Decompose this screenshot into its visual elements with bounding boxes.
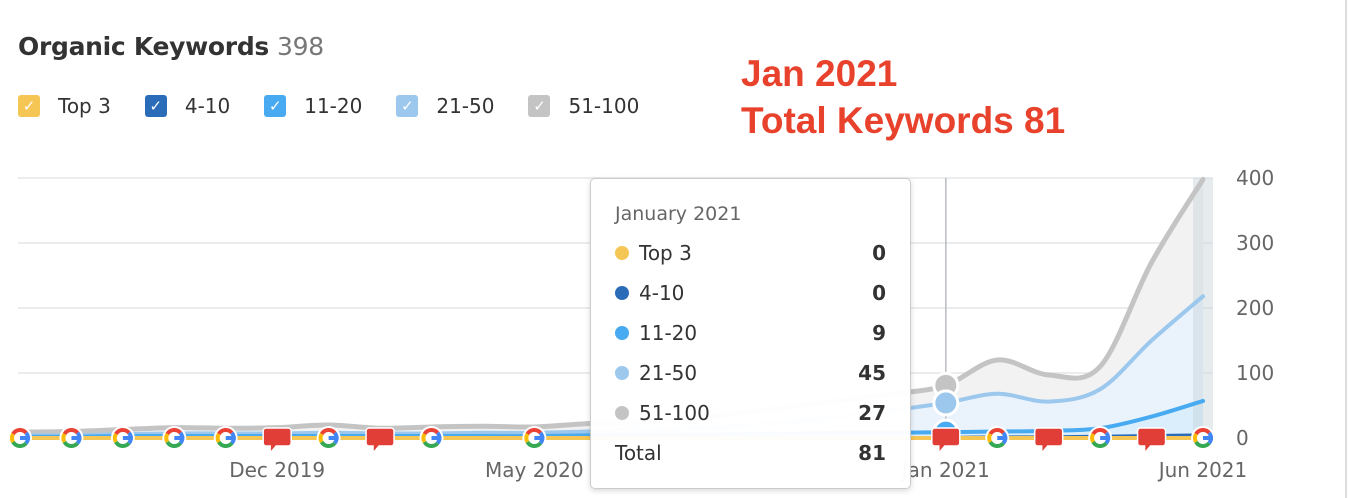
x-tick-label: Dec 2019 <box>229 458 325 482</box>
legend-51-100[interactable]: ✓ 51-100 <box>528 94 639 118</box>
hover-band <box>1193 178 1213 438</box>
tooltip-label: 4-10 <box>639 281 685 305</box>
google-icon <box>11 440 28 448</box>
google-icon <box>112 433 118 443</box>
tooltip-value: 9 <box>872 321 886 345</box>
google-icon <box>319 428 337 436</box>
google-icon <box>164 433 170 443</box>
legend-label: 51-100 <box>568 94 640 118</box>
google-icon <box>217 428 234 436</box>
tooltip-total-row: Total 81 <box>615 433 886 473</box>
google-icon <box>62 428 80 436</box>
panel-border <box>1345 0 1347 498</box>
annotation-line2: Total Keywords 81 <box>741 100 1066 141</box>
y-tick-label: 200 <box>1236 296 1274 320</box>
tooltip-value: 27 <box>858 401 886 425</box>
tooltip-label: 11-20 <box>639 321 698 345</box>
y-tick-label: 400 <box>1236 166 1274 190</box>
legend: ✓ Top 3 ✓ 4-10 ✓ 11-20 ✓ 21-50 ✓ 51-100 <box>18 94 673 118</box>
google-icon <box>524 433 530 443</box>
tooltip-label: 21-50 <box>639 361 698 385</box>
area-11-20 <box>20 400 1203 438</box>
legend-11-20[interactable]: ✓ 11-20 <box>264 94 362 118</box>
google-icon <box>114 428 131 436</box>
tooltip-total-value: 81 <box>858 441 886 465</box>
tooltip-row: 21-50 45 <box>615 353 886 393</box>
google-icon <box>1090 433 1096 443</box>
area-21-50 <box>20 296 1203 438</box>
checkbox-icon[interactable]: ✓ <box>396 95 419 117</box>
tooltip-row: 51-100 27 <box>615 393 886 433</box>
google-icon <box>1194 428 1211 436</box>
note-icon <box>365 427 395 456</box>
google-icon <box>421 433 427 443</box>
note-icon <box>931 427 961 456</box>
legend-label: 11-20 <box>304 94 363 118</box>
google-icon <box>987 433 993 443</box>
google-icon <box>10 433 15 443</box>
y-tick-label: 100 <box>1236 361 1274 385</box>
google-icon <box>525 428 543 436</box>
tooltip-value: 0 <box>872 281 886 305</box>
checkbox-icon[interactable]: ✓ <box>264 95 287 117</box>
legend-top3[interactable]: ✓ Top 3 <box>18 94 111 118</box>
tooltip-total-label: Total <box>615 441 662 465</box>
legend-4-10[interactable]: ✓ 4-10 <box>144 94 231 118</box>
google-icon <box>1194 440 1211 448</box>
google-icon <box>62 440 80 448</box>
keyword-count: 398 <box>277 32 324 61</box>
legend-label: Top 3 <box>58 94 111 118</box>
checkbox-icon[interactable]: ✓ <box>18 95 40 117</box>
page-title: Organic Keywords 398 <box>18 32 324 61</box>
google-icon <box>165 428 182 436</box>
title-text: Organic Keywords <box>18 32 269 61</box>
dot-icon <box>615 326 629 340</box>
tooltip-row: 4-10 0 <box>615 273 886 313</box>
tooltip: January 2021 Top 3 0 4-10 0 11-20 9 21-50 45… <box>590 178 911 489</box>
legend-21-50[interactable]: ✓ 21-50 <box>396 94 494 118</box>
dot-icon <box>615 406 629 420</box>
google-icon <box>165 440 182 448</box>
tooltip-value: 45 <box>858 361 886 385</box>
dot-icon <box>615 246 629 260</box>
google-icon <box>215 433 221 443</box>
tooltip-label: Top 3 <box>639 241 692 265</box>
google-icon <box>422 428 440 436</box>
google-icon <box>318 433 324 443</box>
legend-label: 21-50 <box>436 94 495 118</box>
google-icon <box>217 440 234 448</box>
note-icon <box>262 427 292 456</box>
legend-label: 4-10 <box>184 94 231 118</box>
google-icon <box>1193 433 1198 443</box>
dot-icon <box>615 286 629 300</box>
annotation-text: Jan 2021 Total Keywords 81 <box>741 50 1065 144</box>
google-icon <box>61 433 67 443</box>
tooltip-row: 11-20 9 <box>615 313 886 353</box>
x-tick-label: Jun 2021 <box>1157 458 1248 482</box>
x-tick-label: Jan 2021 <box>900 458 990 482</box>
google-icon <box>988 440 1005 448</box>
google-icon <box>525 440 543 448</box>
google-icon <box>114 440 131 448</box>
annotation-line1: Jan 2021 <box>741 53 898 94</box>
note-icon <box>1136 427 1167 456</box>
dot-icon <box>615 366 629 380</box>
tooltip-value: 0 <box>872 241 886 265</box>
google-icon <box>11 428 28 436</box>
google-icon <box>988 428 1005 436</box>
google-icon <box>1091 440 1108 448</box>
x-tick-label: May 2020 <box>485 458 584 482</box>
tooltip-month: January 2021 <box>615 203 742 225</box>
tooltip-row: Top 3 0 <box>615 233 886 273</box>
google-icon <box>422 440 440 448</box>
y-tick-label: 300 <box>1236 231 1274 255</box>
google-icon <box>1091 428 1108 436</box>
google-icon <box>319 440 337 448</box>
tooltip-label: 51-100 <box>639 401 710 425</box>
note-icon <box>1033 427 1064 456</box>
checkbox-icon[interactable]: ✓ <box>144 95 167 117</box>
y-tick-label: 0 <box>1236 426 1249 450</box>
checkbox-icon[interactable]: ✓ <box>528 95 551 117</box>
highlight-point <box>932 389 960 417</box>
